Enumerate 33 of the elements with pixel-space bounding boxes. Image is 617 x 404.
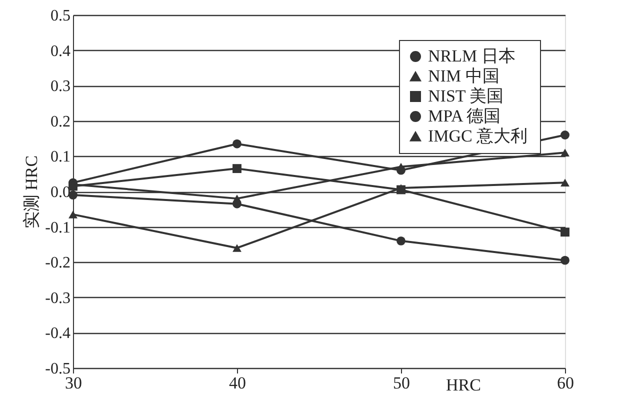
point (560, 228, 570, 237)
x-tick-label: 50 (393, 374, 410, 392)
y-axis-title: 实测 HRC (22, 155, 42, 229)
legend-label: NRLM 日本 (428, 46, 516, 66)
y-tick-label: 0.1 (50, 148, 70, 166)
point (396, 236, 406, 246)
point (232, 139, 242, 148)
x-tick-label: 60 (557, 374, 574, 392)
y-tick-label: -0.4 (45, 325, 70, 342)
y-tick-label: 0.3 (50, 78, 70, 96)
point (560, 148, 570, 157)
y-tick-label: -0.3 (45, 290, 70, 307)
legend-label: NIM 中国 (428, 66, 500, 86)
point (396, 162, 406, 171)
x-tick-label: 40 (229, 374, 246, 392)
y-tick-label: -0.1 (45, 219, 70, 236)
legend-label: NIST 美国 (428, 86, 504, 106)
point (560, 130, 570, 140)
y-tick-label: 0.5 (50, 8, 70, 24)
point (68, 210, 78, 218)
legend-label: IMGC 意大利 (428, 126, 528, 146)
point (396, 185, 406, 194)
y-tick-label: 0.4 (50, 42, 70, 60)
point (232, 164, 242, 174)
y-tick-label: 0.0 (50, 184, 70, 201)
point (560, 178, 570, 187)
point (560, 256, 570, 265)
legend-label: MPA 德国 (428, 106, 501, 126)
x-axis-title: HRC (446, 376, 481, 394)
y-tick-label: 0.2 (50, 113, 70, 130)
point (232, 194, 242, 202)
point (232, 244, 242, 252)
y-tick-label: -0.2 (45, 254, 70, 272)
